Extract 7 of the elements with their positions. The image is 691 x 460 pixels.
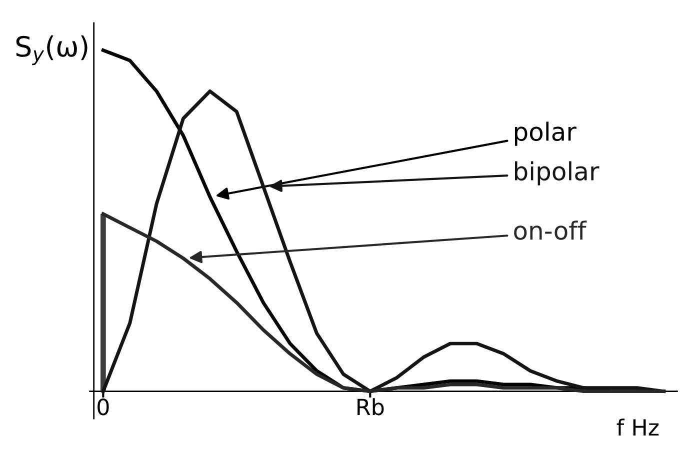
x-axis-title: f Hz xyxy=(616,418,659,436)
x-tick-label: 0 xyxy=(98,398,109,416)
y-axis-title: S$_{y}$(ω) xyxy=(16,35,88,66)
x-tick-label: Rb xyxy=(358,398,384,416)
text: bipolar xyxy=(514,161,600,186)
text: on-off xyxy=(514,220,587,240)
text: polar xyxy=(514,122,576,146)
